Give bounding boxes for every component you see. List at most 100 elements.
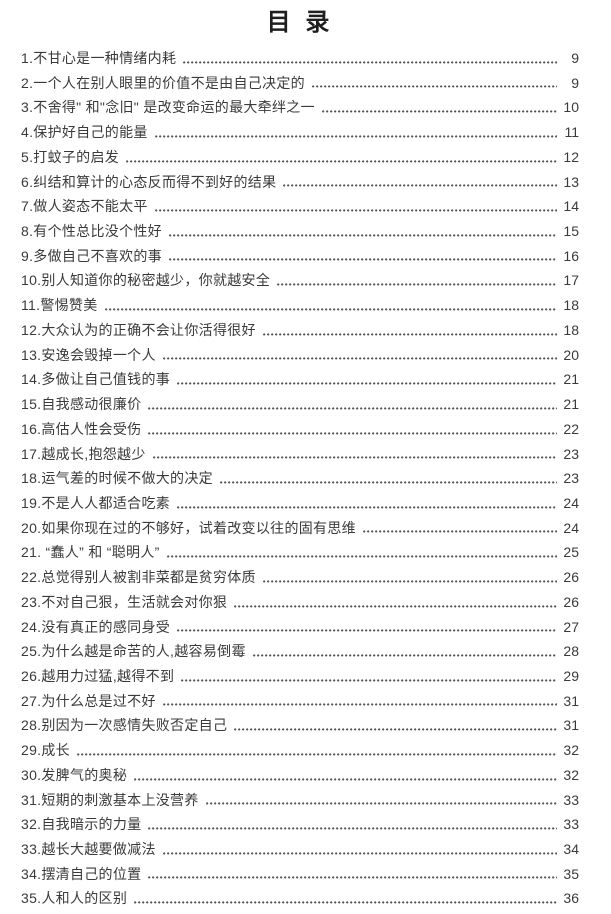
toc-entry-title: 9.多做自己不喜欢的事 — [21, 247, 162, 264]
toc-entry[interactable]: 21. “蠢人” 和 “聪明人” 25 — [21, 540, 579, 565]
dot-leader-icon — [283, 184, 557, 188]
toc-entry-title: 25.为什么越是命苦的人,越容易倒霉 — [21, 643, 246, 660]
toc-entry-page-number: 31 — [563, 692, 579, 709]
toc-entry-title: 32.自我暗示的力量 — [21, 816, 142, 833]
dot-leader-icon — [252, 653, 557, 657]
toc-entry[interactable]: 28.别因为一次感情失败否定自己 31 — [21, 713, 579, 738]
toc-entry-title: 3.不舍得" 和"念旧" 是改变命运的最大牵绊之一 — [21, 99, 315, 116]
toc-entry[interactable]: 2.一个人在别人眼里的价值不是由自己决定的 9 — [21, 71, 579, 96]
toc-entry[interactable]: 29.成长 32 — [21, 738, 579, 763]
toc-entry[interactable]: 9.多做自己不喜欢的事 16 — [21, 244, 579, 269]
toc-entry[interactable]: 10.别人知道你的秘密越少，你就越安全 17 — [21, 268, 579, 293]
toc-entry[interactable]: 18.运气差的时候不做大的决定 23 — [21, 466, 579, 491]
toc-entry[interactable]: 32.自我暗示的力量 33 — [21, 812, 579, 837]
toc-entry-title: 10.别人知道你的秘密越少，你就越安全 — [21, 272, 271, 289]
toc-entry[interactable]: 34.摆清自己的位置 35 — [21, 862, 579, 887]
toc-entry-title: 31.短期的刺激基本上没营养 — [21, 791, 199, 808]
dot-leader-icon — [362, 530, 557, 534]
toc-entry-page-number: 34 — [563, 841, 579, 857]
toc-entry-page-number: 23 — [563, 445, 579, 462]
toc-entry[interactable]: 35.人和人的区别 36 — [21, 886, 579, 911]
toc-entry-title: 17.越成长,抱怨越少 — [21, 445, 146, 462]
dot-leader-icon — [154, 134, 557, 138]
toc-entry[interactable]: 27.为什么总是过不好 31 — [21, 689, 579, 714]
dot-leader-icon — [162, 851, 557, 855]
toc-entry-title: 14.多做让自己值钱的事 — [21, 371, 171, 388]
dot-leader-icon — [168, 258, 557, 262]
toc-entry-page-number: 26 — [563, 593, 579, 610]
toc-entry-title: 34.摆清自己的位置 — [21, 865, 142, 882]
toc-entry-page-number: 18 — [563, 321, 579, 338]
toc-entry-title: 21. “蠢人” 和 “聪明人” — [21, 544, 160, 561]
dot-leader-icon — [219, 480, 557, 484]
toc-entry[interactable]: 8.有个性总比没个性好 15 — [21, 219, 579, 244]
toc-entry-title: 12.大众认为的正确不会让你活得很好 — [21, 321, 256, 338]
dot-leader-icon — [205, 802, 557, 806]
toc-entry[interactable]: 7.做人姿态不能太平 14 — [21, 194, 579, 219]
dot-leader-icon — [148, 406, 557, 410]
dot-leader-icon — [134, 901, 557, 905]
toc-entry-page-number: 13 — [563, 173, 579, 190]
toc-entry-page-number: 28 — [563, 643, 579, 660]
toc-entry[interactable]: 22.总觉得别人被割非菜都是贫穷体质 26 — [21, 565, 579, 590]
toc-entry-title: 16.高估人性会受伤 — [21, 420, 142, 437]
toc-entry[interactable]: 33.越长大越要做减法 34 — [21, 837, 579, 862]
toc-entry[interactable]: 26.越用力过猛,越得不到 29 — [21, 664, 579, 689]
toc-entry-title: 23.不对自己狠，生活就会对你狠 — [21, 593, 228, 610]
toc-entry-page-number: 17 — [563, 272, 579, 289]
toc-entry-title: 33.越长大越要做减法 — [21, 841, 156, 857]
toc-entry[interactable]: 12.大众认为的正确不会让你活得很好 18 — [21, 318, 579, 343]
dot-leader-icon — [104, 307, 557, 311]
toc-entry[interactable]: 23.不对自己狠，生活就会对你狠 26 — [21, 590, 579, 615]
toc-entry[interactable]: 16.高估人性会受伤 22 — [21, 417, 579, 442]
toc-entry[interactable]: 20.如果你现在过的不够好，试着改变以往的固有思维 24 — [21, 516, 579, 541]
toc-entry[interactable]: 30.发脾气的奥秘 32 — [21, 763, 579, 788]
dot-leader-icon — [134, 777, 557, 781]
toc-entry-title: 35.人和人的区别 — [21, 890, 128, 907]
dot-leader-icon — [162, 357, 557, 361]
toc-entry-title: 2.一个人在别人眼里的价值不是由自己决定的 — [21, 74, 305, 91]
toc-entry-page-number: 36 — [563, 890, 579, 907]
toc-entry-page-number: 25 — [563, 544, 579, 561]
toc-entry-page-number: 20 — [563, 346, 579, 363]
toc-entry[interactable]: 6.纠结和算计的心态反而得不到好的结果 13 — [21, 170, 579, 195]
toc-entry[interactable]: 11.警惕赞美 18 — [21, 293, 579, 318]
toc-entry-page-number: 32 — [563, 766, 579, 783]
toc-entry-page-number: 33 — [563, 816, 579, 833]
toc-entry[interactable]: 4.保护好自己的能量 11 — [21, 120, 579, 145]
toc-entry[interactable]: 5.打蚊子的启发 12 — [21, 145, 579, 170]
toc-entry-title: 29.成长 — [21, 742, 70, 759]
dot-leader-icon — [311, 85, 557, 89]
dot-leader-icon — [277, 283, 557, 287]
dot-leader-icon — [148, 827, 557, 830]
toc-entry-title: 19.不是人人都适合吃素 — [21, 494, 171, 511]
toc-entry-title: 4.保护好自己的能量 — [21, 124, 148, 141]
toc-entry[interactable]: 17.越成长,抱怨越少 23 — [21, 442, 579, 467]
dot-leader-icon — [177, 629, 557, 633]
toc-entry-page-number: 21 — [563, 396, 579, 413]
toc-entry-page-number: 18 — [563, 297, 579, 314]
toc-entry-title: 27.为什么总是过不好 — [21, 692, 156, 709]
toc-entry-page-number: 15 — [563, 223, 579, 240]
toc-entry[interactable]: 15.自我感动很廉价 21 — [21, 392, 579, 417]
toc-entry-page-number: 9 — [571, 50, 579, 66]
dot-leader-icon — [177, 505, 557, 509]
dot-leader-icon — [183, 60, 557, 64]
dot-leader-icon — [168, 233, 557, 237]
toc-entry-title: 15.自我感动很廉价 — [21, 396, 142, 413]
toc-entry-title: 7.做人姿态不能太平 — [21, 198, 148, 215]
toc-entry[interactable]: 25.为什么越是命苦的人,越容易倒霉 28 — [21, 639, 579, 664]
toc-entry[interactable]: 24.没有真正的感同身受 27 — [21, 615, 579, 640]
toc-entry[interactable]: 31.短期的刺激基本上没营养 33 — [21, 788, 579, 813]
toc-entry[interactable]: 13.安逸会毁掉一个人 20 — [21, 343, 579, 368]
dot-leader-icon — [181, 678, 557, 682]
toc-entry[interactable]: 19.不是人人都适合吃素 24 — [21, 491, 579, 516]
toc-entry[interactable]: 3.不舍得" 和"念旧" 是改变命运的最大牵绊之一 10 — [21, 95, 579, 120]
toc-entry-page-number: 24 — [563, 519, 579, 536]
dot-leader-icon — [166, 555, 557, 559]
toc-entry[interactable]: 1.不甘心是一种情绪内耗 9 — [21, 46, 579, 71]
toc-entry-title: 11.警惕赞美 — [21, 297, 98, 314]
toc-entry[interactable]: 14.多做让自己值钱的事 21 — [21, 367, 579, 392]
toc-entry-page-number: 29 — [563, 667, 579, 684]
